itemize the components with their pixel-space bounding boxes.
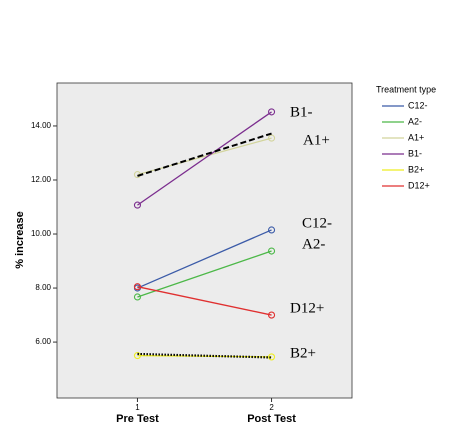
y-tick-label: 8.00	[35, 283, 51, 292]
y-tick-label: 10.00	[31, 229, 52, 238]
y-tick-label: 12.00	[31, 175, 52, 184]
series-line	[137, 286, 272, 316]
legend-label: D12+	[408, 180, 430, 190]
fit-line	[137, 352, 272, 359]
legend-label: A1+	[408, 132, 424, 142]
point	[267, 247, 276, 255]
fit-line	[137, 132, 272, 177]
point	[267, 134, 276, 142]
legend-label: C12-	[408, 100, 428, 110]
point	[133, 293, 142, 301]
x-tick-label: 1	[135, 403, 140, 412]
plot-area	[56, 82, 353, 399]
point	[267, 226, 276, 234]
y-tick-label: 14.00	[31, 121, 52, 130]
x-tick-label: 2	[269, 403, 274, 412]
annotation: A1+	[303, 132, 330, 148]
point	[267, 353, 276, 361]
legend-label: B2+	[408, 164, 424, 174]
point	[133, 283, 142, 291]
point	[133, 201, 142, 209]
series-line	[137, 229, 272, 289]
series-line	[137, 111, 272, 206]
series-line	[137, 250, 272, 298]
point	[133, 352, 142, 360]
legend-title: Treatment type	[376, 84, 436, 94]
x-category-label: Pre Test	[116, 413, 159, 425]
annotation: C12-	[302, 215, 332, 231]
y-axis-title: % increase	[14, 211, 26, 268]
annotation: B1-	[290, 104, 313, 120]
x-category-label: Post Test	[247, 413, 296, 425]
y-tick-label: 6.00	[35, 337, 51, 346]
legend-label: A2-	[408, 116, 422, 126]
legend-label: B1-	[408, 148, 422, 158]
point	[267, 108, 276, 116]
annotation: A2-	[302, 236, 325, 252]
annotation: B2+	[290, 345, 316, 361]
point	[267, 311, 276, 319]
annotation: D12+	[290, 300, 324, 316]
